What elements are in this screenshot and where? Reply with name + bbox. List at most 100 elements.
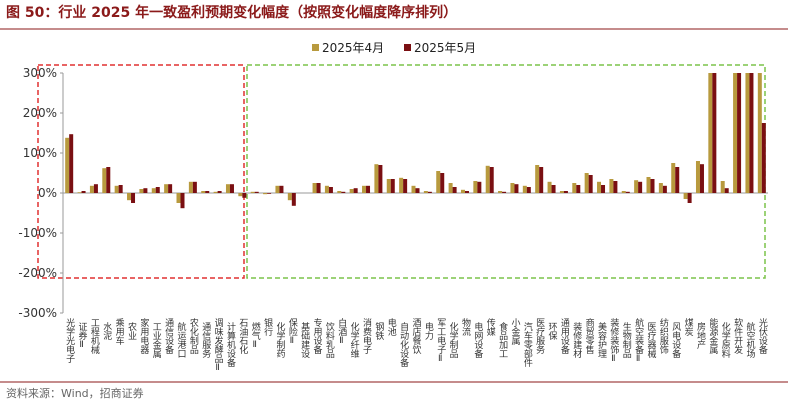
bar [399, 177, 404, 193]
highlight-box-red [37, 64, 245, 279]
bar [242, 193, 247, 198]
x-tick-label: 水泥 [101, 321, 112, 341]
bar [522, 185, 527, 193]
bar [613, 181, 618, 193]
x-tick-label: 军工电子Ⅱ [435, 318, 446, 364]
y-tick-label: -300% [18, 306, 57, 320]
x-tick-label: 小金属 [509, 318, 520, 346]
bar [143, 188, 148, 193]
x-tick-label: 电力 [423, 321, 434, 341]
bar [423, 191, 428, 193]
bar [374, 164, 379, 193]
bar [477, 181, 482, 193]
x-tick-label: 消费电子 [361, 317, 372, 354]
bar [131, 193, 136, 203]
bar [93, 184, 98, 193]
x-tick-label: 保险Ⅱ [287, 317, 298, 346]
bar [205, 191, 210, 193]
x-tick-label: 化学纤维 [349, 321, 360, 359]
bar [250, 191, 255, 193]
bar [547, 181, 552, 193]
x-tick-label: 风电设备 [670, 322, 681, 358]
bar [576, 185, 581, 193]
bar [489, 167, 494, 193]
bar [229, 184, 234, 193]
x-tick-label: 电网设备 [472, 321, 483, 358]
legend-label: 2025年5月 [414, 41, 476, 55]
bar [436, 171, 441, 193]
bar [559, 191, 564, 193]
x-tick-label: 燃气Ⅱ [250, 321, 260, 350]
x-tick-label: 光学光电子 [64, 317, 75, 363]
x-tick-label: 装修建材 [571, 321, 582, 358]
bar [151, 188, 156, 193]
bar [312, 183, 317, 193]
x-tick-label: 农化制品 [188, 317, 199, 355]
x-tick-label: 装修装饰Ⅱ [608, 317, 619, 364]
x-tick-label: 医疗器械 [646, 322, 657, 359]
bar [341, 191, 346, 193]
bar [724, 188, 729, 193]
bar [201, 191, 206, 193]
bar [238, 193, 243, 197]
bar [551, 185, 556, 193]
bar [427, 191, 432, 193]
bar [712, 73, 717, 193]
bar [403, 179, 408, 193]
bar [464, 191, 469, 193]
bar [757, 73, 762, 193]
bar [65, 137, 70, 193]
x-tick-label: 化学制品 [448, 321, 459, 359]
bar [733, 73, 738, 193]
x-tick-label: 乘用车 [114, 317, 125, 346]
bar [699, 164, 704, 193]
bar [386, 179, 391, 193]
x-tick-label: 航空机场 [744, 321, 755, 359]
x-tick-label: 自动化设备 [398, 321, 409, 367]
x-tick-label: 计算机设备 [225, 321, 236, 367]
bar [572, 183, 577, 193]
x-tick-label: 工程机械 [89, 318, 100, 355]
bar [563, 191, 568, 193]
bar [287, 193, 292, 201]
x-tick-label: 钢铁 [373, 321, 384, 341]
bar [448, 183, 453, 193]
x-tick-label: 调味发酵品Ⅱ [213, 318, 224, 373]
x-tick-label: 化学原料 [720, 321, 731, 359]
bar [180, 193, 185, 209]
x-tick-label: 工业金属 [151, 322, 162, 359]
bar [535, 165, 540, 193]
bar [89, 185, 94, 193]
x-tick-label: 航运港口 [176, 321, 187, 358]
x-tick-label: 纺织服饰 [658, 317, 669, 355]
bar [316, 183, 321, 193]
x-tick-label: 通用设备 [559, 318, 570, 354]
legend-label: 2025年4月 [322, 41, 384, 55]
source-note: 资料来源：Wind，招商证券 [6, 386, 144, 400]
x-tick-label: 农业 [126, 321, 137, 340]
bar [597, 181, 602, 193]
bar [650, 179, 655, 193]
x-tick-label: 饮料乳品 [324, 321, 335, 359]
x-tick-label: 航空装备Ⅱ [633, 317, 644, 364]
bar [526, 187, 531, 193]
bar [139, 189, 144, 193]
bar [662, 185, 667, 193]
highlight-box-green [246, 64, 766, 279]
y-tick-label: 0% [38, 186, 57, 200]
bar [118, 185, 123, 193]
x-tick-label: 传媒 [485, 317, 496, 337]
x-tick-label: 酒店餐饮 [411, 318, 422, 355]
bar [168, 184, 173, 193]
bar [671, 163, 676, 193]
x-tick-label: 石油石化 [237, 318, 248, 355]
bar [452, 187, 457, 193]
bar [539, 167, 544, 193]
bar [390, 179, 395, 193]
chart-title: 图 50：行业 2025 年一致盈利预期变化幅度（按照变化幅度降序排列） [6, 4, 457, 21]
y-tick-label: 200% [23, 106, 57, 120]
bar [720, 181, 725, 193]
bar [81, 191, 86, 193]
x-tick-label: 电池 [386, 317, 397, 336]
